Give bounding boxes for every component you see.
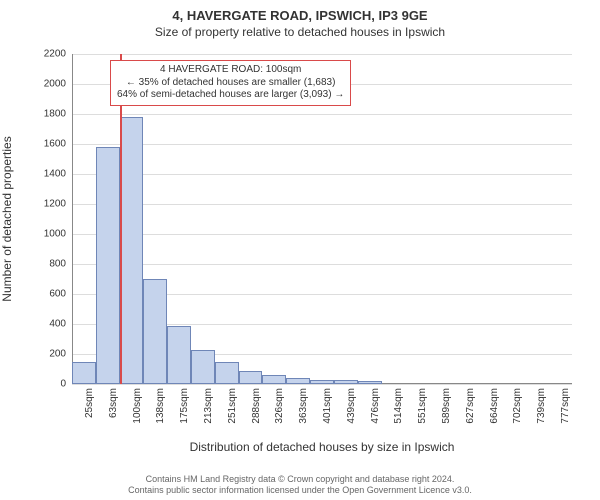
chart-container: 4, HAVERGATE ROAD, IPSWICH, IP3 9GE Size…: [0, 0, 600, 500]
gridline: [72, 384, 572, 385]
y-axis-line: [72, 54, 73, 384]
bar: [215, 362, 239, 385]
gridline: [72, 144, 572, 145]
xtick-label: 326sqm: [274, 388, 285, 424]
y-axis-label: Number of detached properties: [0, 136, 14, 301]
bar: [334, 380, 358, 384]
bar: [262, 375, 286, 384]
ytick-label: 2000: [0, 79, 66, 90]
bar: [310, 380, 334, 385]
ytick-label: 1600: [0, 139, 66, 150]
ytick-label: 0: [0, 379, 66, 390]
info-box-line: ← 35% of detached houses are smaller (1,…: [117, 77, 344, 90]
xtick-label: 63sqm: [108, 388, 119, 418]
ytick-label: 1200: [0, 199, 66, 210]
xtick-label: 551sqm: [417, 388, 428, 424]
bar: [191, 350, 215, 385]
xtick-label: 213sqm: [203, 388, 214, 424]
xtick-label: 439sqm: [346, 388, 357, 424]
footer-line-2: Contains public sector information licen…: [0, 485, 600, 496]
xtick-label: 138sqm: [155, 388, 166, 424]
chart-subtitle: Size of property relative to detached ho…: [0, 23, 600, 39]
ytick-label: 600: [0, 289, 66, 300]
bar: [239, 371, 263, 385]
ytick-label: 200: [0, 349, 66, 360]
bar: [96, 147, 120, 384]
bar: [120, 117, 144, 384]
gridline: [72, 54, 572, 55]
info-box: 4 HAVERGATE ROAD: 100sqm← 35% of detache…: [110, 60, 351, 106]
xtick-label: 514sqm: [393, 388, 404, 424]
info-box-line: 4 HAVERGATE ROAD: 100sqm: [117, 64, 344, 77]
ytick-label: 1800: [0, 109, 66, 120]
x-axis-label: Distribution of detached houses by size …: [172, 440, 472, 454]
footer-line-1: Contains HM Land Registry data © Crown c…: [0, 474, 600, 485]
xtick-label: 627sqm: [465, 388, 476, 424]
gridline: [72, 114, 572, 115]
xtick-label: 401sqm: [322, 388, 333, 424]
gridline: [72, 204, 572, 205]
xtick-label: 589sqm: [441, 388, 452, 424]
gridline: [72, 234, 572, 235]
xtick-label: 777sqm: [560, 388, 571, 424]
xtick-label: 25sqm: [84, 388, 95, 418]
chart-title: 4, HAVERGATE ROAD, IPSWICH, IP3 9GE: [0, 0, 600, 23]
gridline: [72, 174, 572, 175]
bar: [358, 381, 382, 384]
bar: [72, 362, 96, 385]
gridline: [72, 264, 572, 265]
footer: Contains HM Land Registry data © Crown c…: [0, 474, 600, 496]
xtick-label: 288sqm: [251, 388, 262, 424]
xtick-label: 175sqm: [179, 388, 190, 424]
bar: [143, 279, 167, 384]
ytick-label: 1400: [0, 169, 66, 180]
ytick-label: 400: [0, 319, 66, 330]
xtick-label: 363sqm: [298, 388, 309, 424]
xtick-label: 476sqm: [370, 388, 381, 424]
xtick-label: 664sqm: [489, 388, 500, 424]
xtick-label: 100sqm: [132, 388, 143, 424]
ytick-label: 1000: [0, 229, 66, 240]
xtick-label: 739sqm: [536, 388, 547, 424]
xtick-label: 251sqm: [227, 388, 238, 424]
bar: [167, 326, 191, 385]
info-box-line: 64% of semi-detached houses are larger (…: [117, 89, 344, 102]
ytick-label: 2200: [0, 49, 66, 60]
xtick-label: 702sqm: [512, 388, 523, 424]
bar: [286, 378, 310, 384]
ytick-label: 800: [0, 259, 66, 270]
